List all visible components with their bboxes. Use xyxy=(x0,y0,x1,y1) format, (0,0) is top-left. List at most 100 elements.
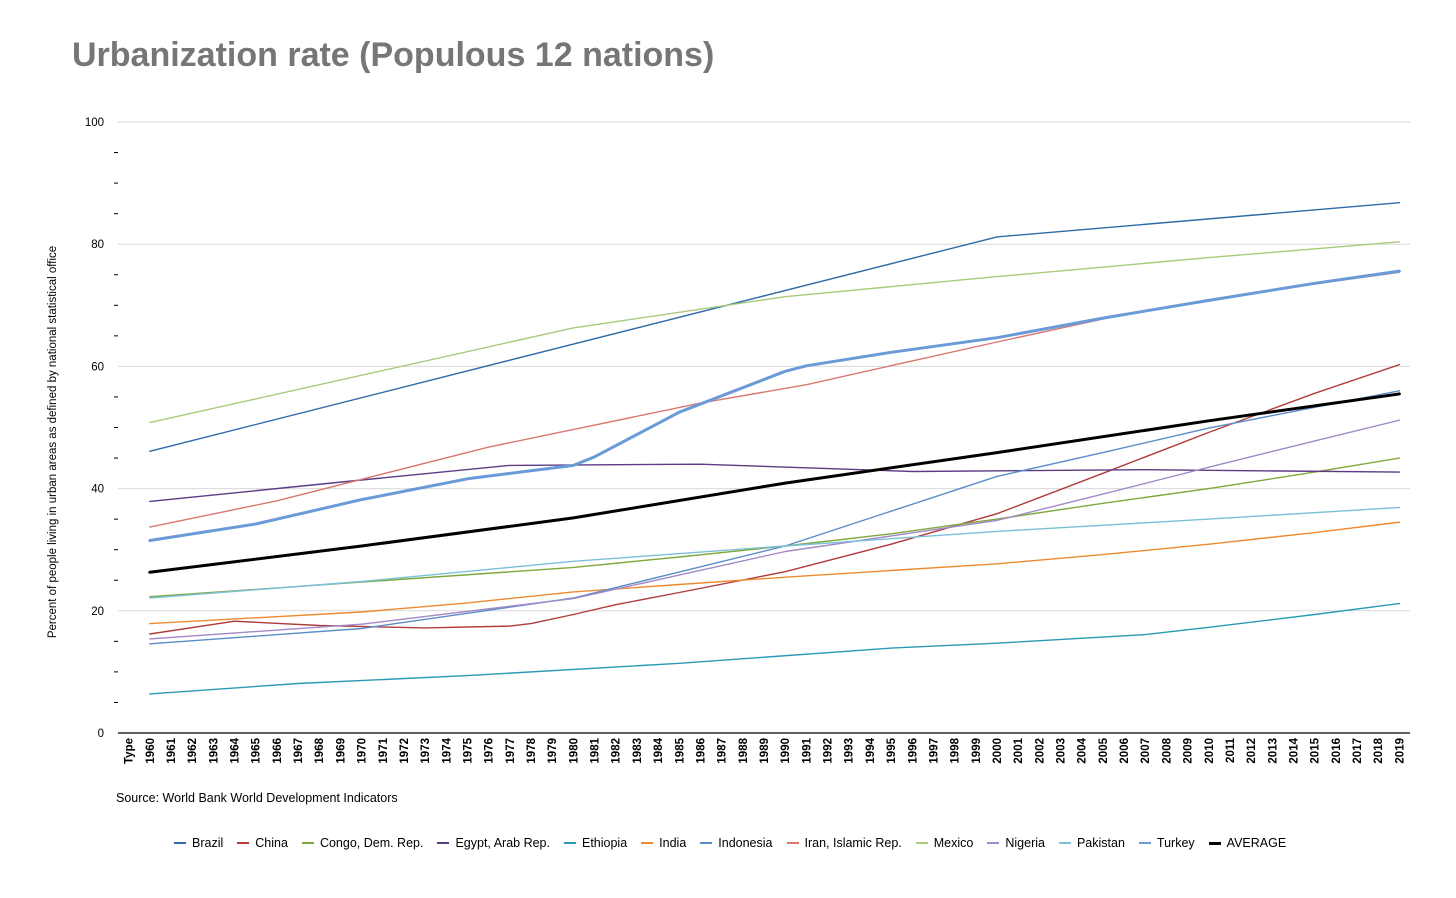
legend-label: Nigeria xyxy=(1005,836,1045,850)
x-tick-label: 1961 xyxy=(166,737,178,763)
legend-label: India xyxy=(659,836,687,850)
x-tick-label: 1976 xyxy=(484,738,496,764)
y-tick-label: 40 xyxy=(91,484,104,496)
x-tick-label: 2014 xyxy=(1289,737,1301,763)
legend-swatch xyxy=(1208,841,1221,845)
x-tick-label: Type xyxy=(124,738,136,764)
series-line-pakistan xyxy=(149,506,1401,599)
x-tick-label: 2010 xyxy=(1204,738,1216,764)
x-tick-label: 1975 xyxy=(462,737,474,763)
legend-swatch xyxy=(987,842,1000,844)
series-line-mexico xyxy=(149,241,1401,424)
x-tick-label: 1974 xyxy=(441,737,453,763)
legend-item: AVERAGE xyxy=(1208,836,1287,850)
legend-swatch xyxy=(301,842,314,844)
x-tick-label: 1965 xyxy=(251,737,263,763)
x-tick-label: 1960 xyxy=(145,738,157,764)
legend-swatch xyxy=(641,842,654,844)
legend-label: China xyxy=(255,836,288,850)
legend-swatch xyxy=(1138,842,1151,844)
y-tick-label: 0 xyxy=(98,728,104,740)
gridlines xyxy=(118,121,1410,734)
x-tick-label: 1980 xyxy=(568,738,580,764)
y-tick-label: 80 xyxy=(91,239,104,251)
y-axis-label: Percent of people living in urban areas … xyxy=(47,246,59,638)
x-tick-label: 1986 xyxy=(695,738,707,764)
series-line-egypt-arab-rep xyxy=(149,463,1401,503)
x-tick-label: 1992 xyxy=(823,738,835,764)
legend-label: Mexico xyxy=(933,836,974,850)
x-tick-label: 2005 xyxy=(1098,737,1110,763)
legend-label: Ethiopia xyxy=(581,836,628,850)
legend-swatch xyxy=(915,842,928,844)
x-tick-label: 1995 xyxy=(886,737,898,763)
x-tick-label: 1999 xyxy=(971,738,983,764)
legend-item: Iran, Islamic Rep. xyxy=(786,836,902,850)
x-tick-label: 1979 xyxy=(547,738,559,764)
x-tick-label: 2009 xyxy=(1183,738,1195,764)
series-line-ethiopia xyxy=(149,602,1401,695)
x-tick-label: 1985 xyxy=(674,737,686,763)
x-tick-label: 1996 xyxy=(907,738,919,764)
x-tick-label: 1993 xyxy=(844,738,856,764)
legend-item: Mexico xyxy=(915,836,974,850)
series-line-turkey xyxy=(148,269,1401,542)
legend-label: Turkey xyxy=(1156,836,1195,850)
x-tick-label: 1962 xyxy=(187,738,199,764)
y-axis-ticks: 0 20 40 60 80 100 xyxy=(85,117,118,740)
legend-item: India xyxy=(641,836,686,850)
x-tick-label: 1971 xyxy=(378,737,390,763)
x-tick-label: 1978 xyxy=(526,737,538,763)
x-tick-label: 1991 xyxy=(801,737,813,763)
x-tick-label: 1988 xyxy=(738,737,750,763)
series-line-indonesia xyxy=(149,390,1401,645)
legend-swatch xyxy=(563,842,576,844)
x-tick-label: 1972 xyxy=(399,738,411,764)
x-tick-label: 2013 xyxy=(1267,738,1279,764)
x-tick-label: 2004 xyxy=(1077,737,1089,763)
legend-label: Egypt, Arab Rep. xyxy=(455,836,550,850)
x-tick-label: 1973 xyxy=(420,738,432,764)
x-tick-label: 2017 xyxy=(1352,738,1364,764)
legend-item: Congo, Dem. Rep. xyxy=(301,836,424,850)
legend-swatch xyxy=(174,842,186,844)
legend-item: Nigeria xyxy=(987,836,1045,850)
x-tick-label: 1997 xyxy=(928,738,940,764)
x-tick-label: 1983 xyxy=(632,738,644,764)
legend-item: Ethiopia xyxy=(563,836,628,850)
x-tick-label: 1970 xyxy=(357,738,369,764)
legend-swatch xyxy=(437,842,450,844)
x-tick-label: 2002 xyxy=(1034,738,1046,764)
legend-item: Brazil xyxy=(174,836,223,850)
legend-label: Indonesia xyxy=(718,836,773,850)
legend-swatch xyxy=(237,842,250,844)
x-tick-label: 1963 xyxy=(208,738,220,764)
x-tick-label: 1989 xyxy=(759,738,771,764)
legend-item: Pakistan xyxy=(1058,836,1125,850)
x-tick-label: 1984 xyxy=(653,737,665,763)
x-tick-label: 1981 xyxy=(590,737,602,763)
y-tick-label: 100 xyxy=(85,117,104,129)
x-tick-label: 2011 xyxy=(1225,737,1237,763)
legend-item: Turkey xyxy=(1138,836,1195,850)
legend-swatch xyxy=(700,842,713,844)
source-note: Source: World Bank World Development Ind… xyxy=(116,791,398,805)
y-tick-label: 60 xyxy=(91,361,104,373)
y-tick-label: 20 xyxy=(91,606,104,618)
x-tick-label: 1967 xyxy=(293,738,305,764)
x-tick-label: 1964 xyxy=(229,737,241,763)
legend: Brazil China Congo, Dem. Rep. Egypt, Arab R… xyxy=(174,836,1300,850)
legend-label: AVERAGE xyxy=(1226,836,1287,850)
x-tick-label: 2018 xyxy=(1373,737,1385,763)
legend-label: Congo, Dem. Rep. xyxy=(319,836,424,850)
series-line-brazil xyxy=(149,202,1401,452)
x-tick-label: 1994 xyxy=(865,737,877,763)
legend-swatch xyxy=(786,842,799,844)
x-tick-label: 1987 xyxy=(717,738,729,764)
series-lines xyxy=(148,202,1401,695)
x-tick-label: 1990 xyxy=(780,738,792,764)
legend-label: Brazil xyxy=(192,836,224,850)
x-tick-label: 2012 xyxy=(1246,738,1258,764)
x-tick-label: 2007 xyxy=(1140,738,1152,764)
